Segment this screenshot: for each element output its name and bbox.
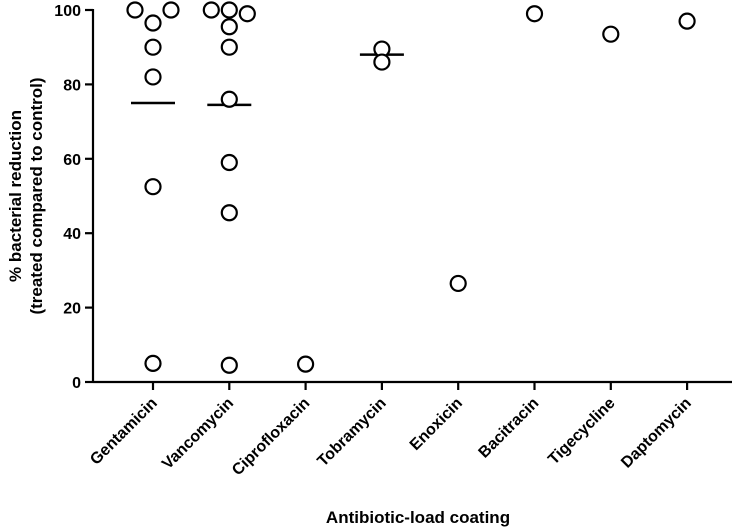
data-point xyxy=(297,355,315,373)
y-tick-label: 60 xyxy=(63,152,81,169)
x-tick-label: Ciprofloxacin xyxy=(229,395,313,479)
axes xyxy=(91,9,732,384)
data-point xyxy=(238,5,256,23)
data-point xyxy=(162,1,180,19)
data-point xyxy=(144,68,162,86)
data-point xyxy=(220,1,238,19)
x-tick-label: Enoxicin xyxy=(407,395,466,454)
data-point xyxy=(144,14,162,32)
data-points xyxy=(126,1,696,374)
x-tick-label: Daptomycin xyxy=(618,395,695,472)
y-tick-label: 100 xyxy=(54,3,81,20)
y-axis-title-line1: % bacterial reduction xyxy=(6,110,25,282)
y-tick-label: 20 xyxy=(63,301,81,318)
mean-lines xyxy=(131,53,404,107)
x-tick-label: Tigecycline xyxy=(545,395,619,469)
data-point xyxy=(373,53,391,71)
x-axis-title: Antibiotic-load coating xyxy=(326,508,510,527)
x-tick-label: Tobramycin xyxy=(314,395,389,470)
data-point xyxy=(220,356,238,374)
y-axis-title-line2: (treated compared to control) xyxy=(27,77,46,314)
x-tick-label: Vancomycin xyxy=(159,395,237,473)
x-tick-label: Bacitracin xyxy=(476,395,543,462)
data-point xyxy=(126,1,144,19)
x-tick-label: Gentamicin xyxy=(87,395,161,469)
data-point xyxy=(144,38,162,56)
data-point xyxy=(220,153,238,172)
data-point xyxy=(449,274,467,293)
data-point xyxy=(202,1,220,19)
y-axis-title: % bacterial reduction (treated compared … xyxy=(6,77,46,314)
y-tick-label: 80 xyxy=(63,77,81,94)
data-point xyxy=(602,25,620,43)
data-point xyxy=(220,204,238,222)
y-axis-ticks: 0 20 40 60 80 100 xyxy=(54,3,93,392)
data-point xyxy=(144,354,162,372)
y-tick-label: 0 xyxy=(72,375,81,392)
data-point xyxy=(220,90,238,108)
y-tick-label: 40 xyxy=(63,226,81,243)
data-point xyxy=(144,178,162,196)
data-point xyxy=(220,18,238,36)
data-point xyxy=(678,12,696,30)
data-point xyxy=(220,38,238,56)
data-point xyxy=(525,5,544,23)
